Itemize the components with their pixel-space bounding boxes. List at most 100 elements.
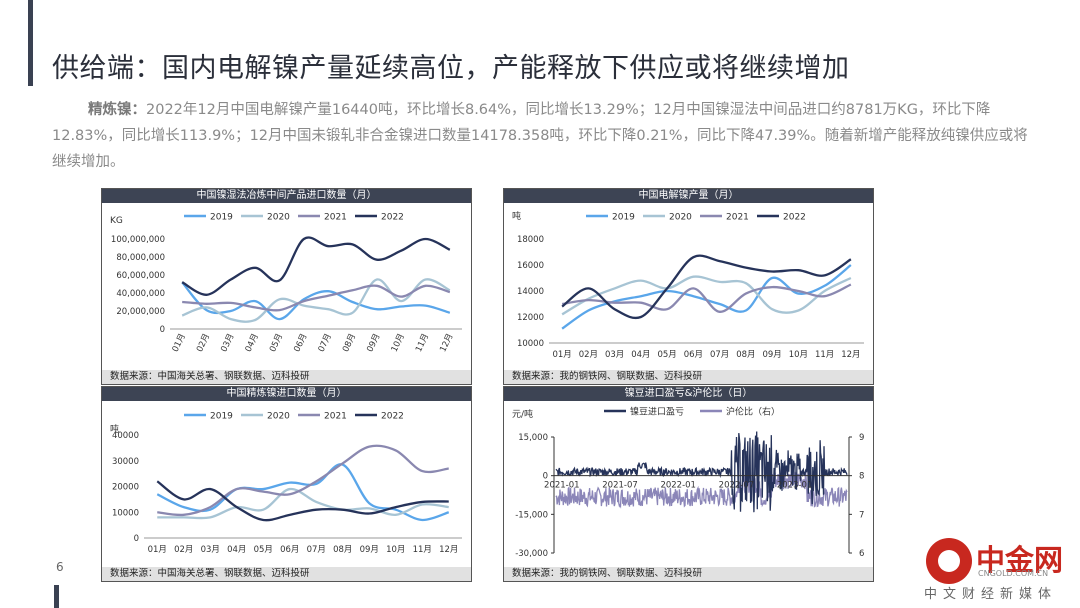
logo-url: CNGOLD.COM.CN bbox=[978, 569, 1049, 578]
series-line-2019 bbox=[156, 463, 450, 522]
x-tick-label: 06月 bbox=[292, 332, 309, 354]
x-tick-label: 10月 bbox=[390, 332, 407, 354]
legend-label: 2022 bbox=[381, 412, 404, 422]
y2-tick-label: 6 bbox=[859, 549, 864, 559]
para-lead: 精炼镍： bbox=[88, 102, 146, 118]
chart-panel-wet-intermediate: 中国镍湿法冶炼中间产品进口数量（月） KG 2019 2020 2021 2022 0 20… bbox=[101, 188, 472, 385]
legend-label: 2020 bbox=[267, 412, 290, 422]
series-line-2019 bbox=[561, 264, 852, 330]
x-tick-label: 08月 bbox=[333, 545, 352, 555]
page-title: 供给端：国内电解镍产量延续高位，产能释放下供应或将继续增加 bbox=[52, 53, 850, 84]
legend-label: 2021 bbox=[324, 412, 347, 422]
x-tick-label: 02月 bbox=[579, 350, 598, 360]
chart-panel-refined-imports: 中国精炼镍进口数量（月） 吨 2019 2020 2021 2022 0 10000 2000… bbox=[101, 386, 472, 582]
chart-source: 数据来源：中国海关总署、钢联数据、迈科投研 bbox=[102, 370, 471, 384]
series-line-2020 bbox=[181, 278, 451, 323]
x-tick-label: 06月 bbox=[684, 350, 703, 360]
x-tick-label: 2023-01 bbox=[777, 481, 813, 491]
series-line-2021 bbox=[561, 283, 852, 313]
series-line-ratio bbox=[555, 470, 848, 509]
x-tick-label: 12月 bbox=[438, 332, 455, 354]
x-tick-label: 01月 bbox=[552, 350, 571, 360]
x-tick-label: 04月 bbox=[631, 350, 650, 360]
x-tick-label: 2021-01 bbox=[544, 481, 580, 491]
x-tick-label: 12月 bbox=[439, 545, 458, 555]
y-tick-label: 16000 bbox=[517, 261, 544, 271]
x-tick-label: 05月 bbox=[657, 350, 676, 360]
y-tick-label: 80,000,000 bbox=[116, 253, 165, 263]
series-line-2019 bbox=[181, 281, 451, 321]
y-tick-label: 0 bbox=[134, 534, 139, 544]
logo-circle-icon bbox=[926, 538, 972, 584]
y-tick-label: 14000 bbox=[517, 287, 544, 297]
y-axis-unit: 吨 bbox=[110, 423, 119, 435]
legend-label: 2020 bbox=[669, 213, 692, 223]
series-line-margin bbox=[555, 431, 848, 513]
summary-paragraph: 精炼镍：2022年12月中国电解镍产量16440吨，环比增长8.64%，同比增长… bbox=[52, 97, 1042, 175]
y-tick-label: 10000 bbox=[112, 508, 139, 518]
series-line-2022 bbox=[156, 480, 449, 522]
accent-bar-top bbox=[28, 0, 33, 86]
y-tick-label: -30,000 bbox=[515, 549, 548, 559]
chart-title: 中国电解镍产量（月） bbox=[504, 189, 873, 203]
legend-label: 2021 bbox=[726, 213, 749, 223]
x-tick-label: 06月 bbox=[280, 545, 299, 555]
x-tick-label: 07月 bbox=[317, 332, 334, 354]
y-tick-label: 10000 bbox=[517, 339, 544, 349]
legend-label: 2021 bbox=[324, 213, 347, 223]
y-tick-label: 20000 bbox=[112, 483, 139, 493]
x-tick-label: 11月 bbox=[414, 332, 431, 354]
x-tick-label: 05月 bbox=[268, 332, 285, 354]
series-line-2020 bbox=[157, 487, 449, 520]
x-tick-label: 12月 bbox=[841, 350, 860, 360]
series-line-2020 bbox=[561, 275, 852, 316]
logo-text: 中金网 bbox=[976, 543, 1064, 577]
series-line-2021 bbox=[157, 444, 449, 517]
chart-source: 数据来源：我的钢铁网、钢联数据、迈科投研 bbox=[504, 567, 873, 581]
x-tick-label: 07月 bbox=[307, 545, 326, 555]
chart-canvas: 吨 2019 2020 2021 2022 0 10000 20000 30000 40000 01… bbox=[110, 412, 462, 555]
x-tick-label: 08月 bbox=[736, 350, 755, 360]
y-tick-label: 60,000,000 bbox=[116, 271, 165, 281]
x-tick-label: 08月 bbox=[341, 332, 358, 354]
y-tick-label: 18000 bbox=[517, 235, 544, 245]
y2-tick-label: 9 bbox=[859, 433, 864, 443]
x-tick-label: 03月 bbox=[201, 545, 220, 555]
chart-panel-electrolytic-output: 中国电解镍产量（月） 吨 2019 2020 2021 2022 10000 12000 14… bbox=[503, 188, 874, 385]
chart-canvas: KG 2019 2020 2021 2022 0 20,000,000 40,000,000 6… bbox=[110, 213, 462, 354]
para-body: 2022年12月中国电解镍产量16440吨，环比增长8.64%，同比增长13.2… bbox=[52, 102, 1028, 170]
series-line-2021 bbox=[182, 284, 451, 312]
y-tick-label: 20,000,000 bbox=[116, 307, 165, 317]
x-tick-label: 2021-07 bbox=[602, 481, 638, 491]
x-tick-label: 04月 bbox=[227, 545, 246, 555]
legend-label: 2022 bbox=[783, 213, 806, 223]
accent-bar-bottom bbox=[54, 585, 59, 608]
logo-subtitle: 中文财经新媒体 bbox=[924, 587, 1058, 602]
x-tick-label: 02月 bbox=[195, 332, 212, 354]
legend-label: 沪伦比（右） bbox=[726, 406, 780, 418]
x-tick-label: 04月 bbox=[244, 332, 261, 354]
x-tick-label: 11月 bbox=[815, 350, 834, 360]
legend-label: 2020 bbox=[267, 213, 290, 223]
x-tick-label: 02月 bbox=[174, 545, 193, 555]
x-tick-label: 09月 bbox=[762, 350, 781, 360]
y-tick-label: -15,000 bbox=[515, 510, 548, 520]
x-tick-label: 05月 bbox=[254, 545, 273, 555]
series-line-2022 bbox=[181, 236, 451, 296]
y-axis-unit: 元/吨 bbox=[512, 408, 533, 420]
y-tick-label: 30000 bbox=[112, 457, 139, 467]
x-tick-label: 03月 bbox=[219, 332, 236, 354]
x-tick-label: 2022-01 bbox=[660, 481, 696, 491]
legend-label: 2019 bbox=[210, 213, 233, 223]
brand-logo: 中金网 CNGOLD.COM.CN 中文财经新媒体 bbox=[918, 535, 1080, 608]
y-tick-label: 0 bbox=[160, 325, 165, 335]
x-tick-label: 10月 bbox=[386, 545, 405, 555]
x-tick-label: 07月 bbox=[710, 350, 729, 360]
y2-tick-label: 8 bbox=[859, 472, 864, 482]
y-tick-label: 40000 bbox=[112, 431, 139, 441]
legend-label: 2019 bbox=[612, 213, 635, 223]
series-line-2022 bbox=[561, 254, 852, 320]
page-number: 6 bbox=[56, 560, 64, 574]
chart-title: 中国精炼镍进口数量（月） bbox=[102, 387, 471, 401]
chart-canvas: 吨 2019 2020 2021 2022 10000 12000 14000 16000 180… bbox=[512, 210, 864, 360]
